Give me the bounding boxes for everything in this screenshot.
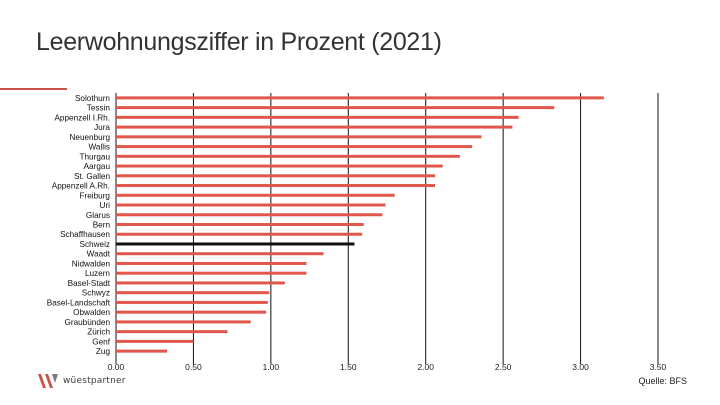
category-label: Solothurn: [75, 94, 110, 103]
category-label: Appenzell I.Rh.: [54, 113, 110, 122]
category-label: Waadt: [87, 250, 111, 259]
logo-mark-icon: [38, 374, 58, 388]
bar: [116, 252, 324, 256]
bar: [116, 184, 436, 188]
category-label: Wallis: [88, 143, 110, 152]
bar: [116, 232, 363, 236]
x-tick-label: 3.50: [650, 362, 667, 372]
bar: [116, 96, 604, 100]
category-label: Genf: [92, 337, 110, 346]
bar: [116, 106, 555, 110]
x-tick-label: 1.50: [340, 362, 357, 372]
category-label: Graubünden: [64, 318, 110, 327]
bar: [116, 145, 473, 149]
title-accent-line: [0, 88, 67, 90]
source-note: Quelle: BFS: [638, 376, 687, 386]
category-label: Glarus: [86, 211, 110, 220]
company-logo: wüestpartner: [37, 372, 126, 390]
category-label: Appenzell A.Rh.: [52, 182, 110, 191]
x-tick-label: 3.00: [572, 362, 589, 372]
category-label: Neuenburg: [69, 133, 110, 142]
bar: [116, 154, 460, 158]
bar: [116, 242, 355, 246]
bar: [116, 271, 307, 275]
category-label: Jura: [94, 123, 110, 132]
chart-title: Leerwohnungsziffer in Prozent (2021): [36, 28, 442, 56]
bar: [116, 281, 285, 285]
bar: [116, 261, 307, 265]
bar: [116, 115, 519, 119]
category-label: Schaffhausen: [60, 230, 110, 239]
category-label: Schwyz: [82, 289, 110, 298]
category-label: Obwalden: [73, 308, 110, 317]
category-label: Basel-Stadt: [68, 279, 111, 288]
bar: [116, 125, 513, 129]
category-label: Freiburg: [80, 191, 111, 200]
bar: [116, 320, 251, 324]
x-tick-label: 2.50: [495, 362, 512, 372]
bar: [116, 223, 364, 226]
x-tick-label: 2.00: [417, 362, 434, 372]
x-tick-label: 0.50: [185, 362, 202, 372]
category-label: Nidwalden: [72, 259, 111, 268]
bar: [116, 300, 268, 304]
bar: [116, 174, 436, 178]
category-label: Tessin: [87, 104, 111, 113]
category-label: Zürich: [87, 328, 110, 337]
category-label: Aargau: [84, 162, 111, 171]
bar: [116, 349, 168, 353]
logo-text: wüestpartner: [63, 376, 126, 386]
category-label: Zug: [96, 347, 111, 356]
bar: [116, 310, 267, 314]
x-tick-label: 1.00: [263, 362, 280, 372]
bar: [116, 164, 443, 168]
category-label: Thurgau: [80, 152, 111, 161]
category-label: Luzern: [85, 269, 110, 278]
category-label: Basel-Landschaft: [47, 298, 111, 307]
bar: [116, 330, 228, 334]
category-label: Uri: [100, 201, 111, 210]
x-tick-label: 0.00: [108, 362, 125, 372]
category-label: Schweiz: [80, 240, 111, 249]
bar: [116, 203, 386, 207]
bar: [116, 193, 395, 197]
bar: [116, 135, 482, 139]
category-label: Bern: [93, 221, 111, 230]
bar: [116, 213, 383, 217]
bar: [116, 291, 270, 295]
bar: [116, 339, 194, 343]
category-label: St. Gallen: [74, 172, 110, 181]
